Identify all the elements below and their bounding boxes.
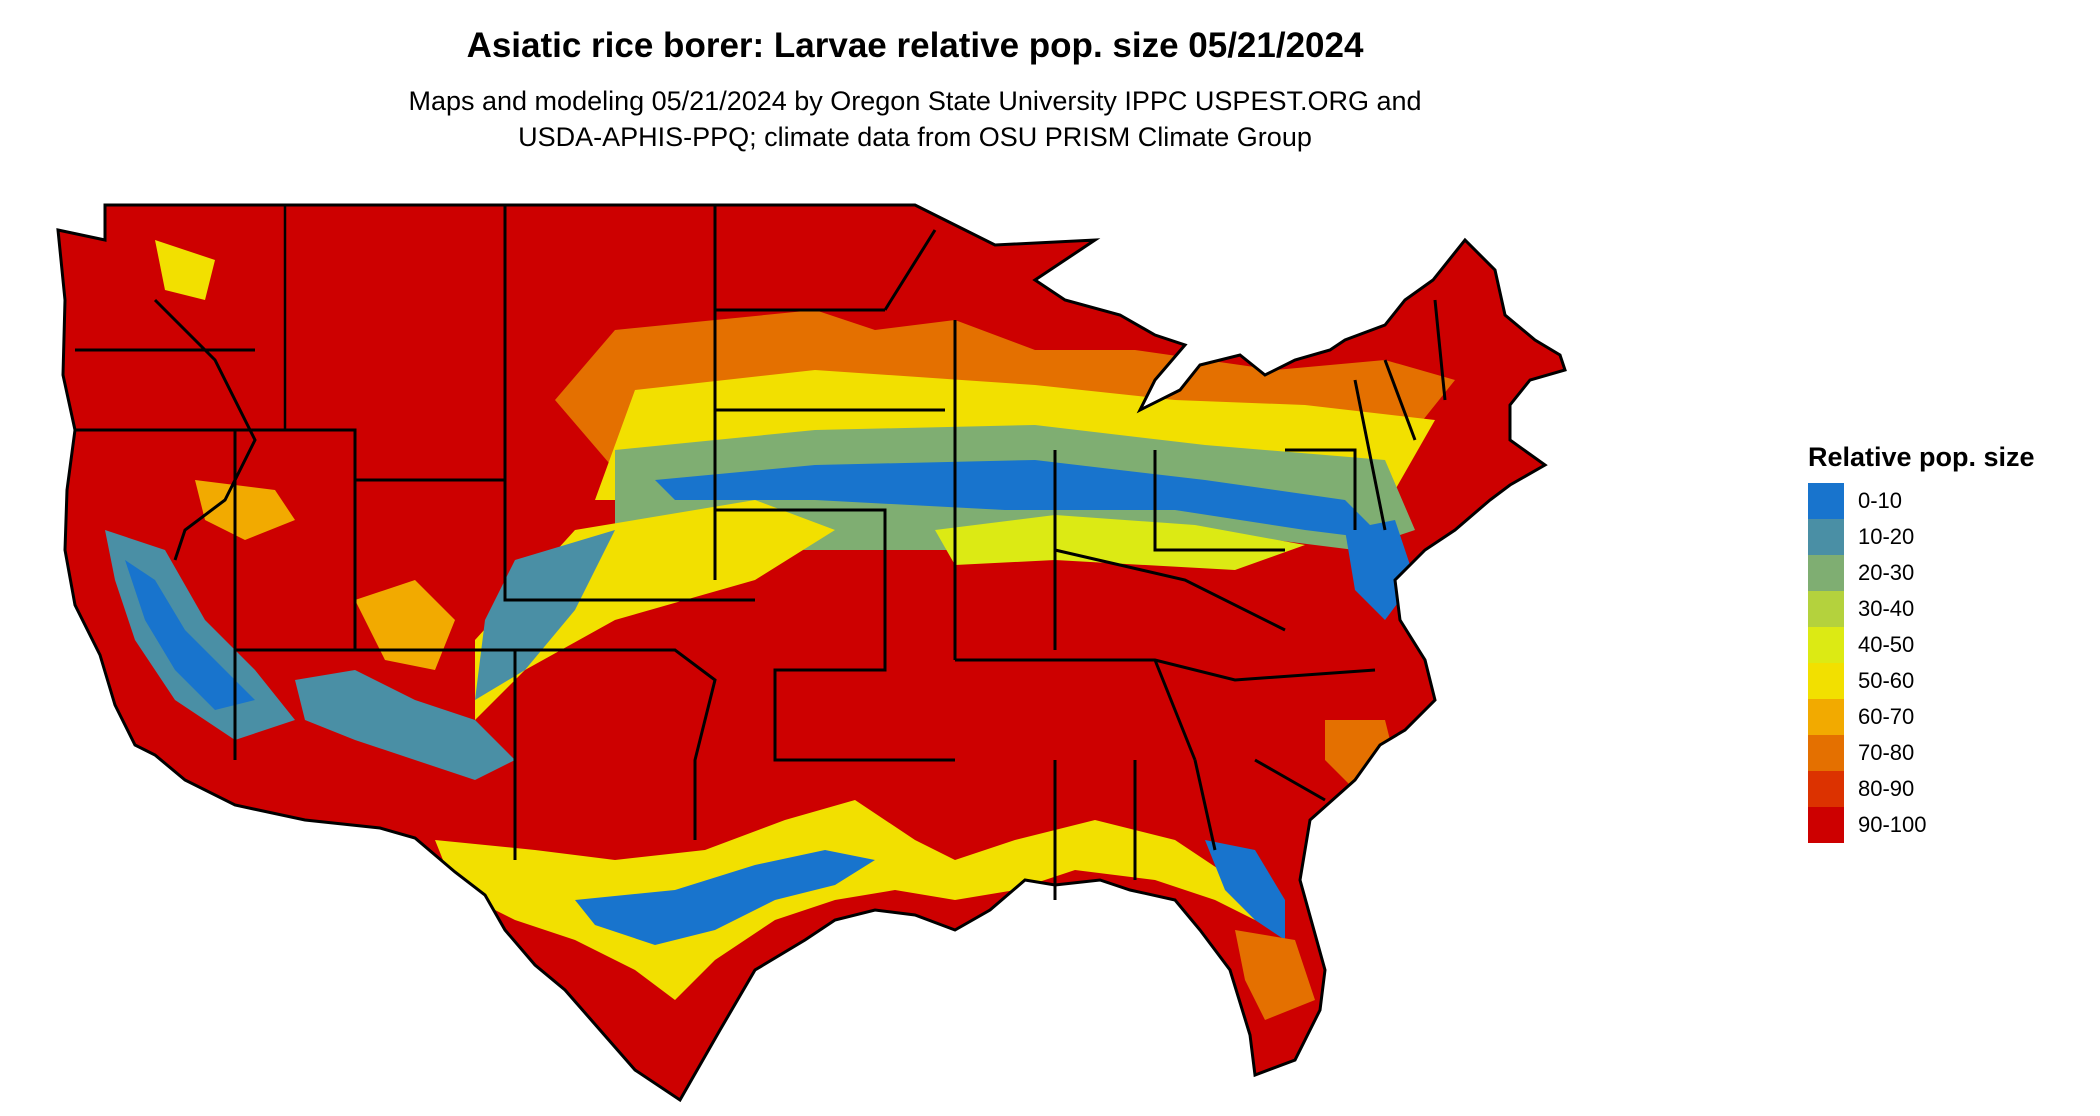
legend-swatch	[1808, 699, 1844, 735]
map-subtitle-line-1: Maps and modeling 05/21/2024 by Oregon S…	[408, 86, 1422, 116]
legend-item: 70-80	[1808, 735, 2035, 771]
legend-label: 10-20	[1858, 524, 1915, 549]
state-boundaries	[56, 203, 1567, 1102]
map-title: Asiatic rice borer: Larvae relative pop.…	[466, 26, 1364, 65]
legend-swatch	[1808, 519, 1844, 555]
legend-item: 60-70	[1808, 699, 2035, 735]
legend-label: 50-60	[1858, 668, 1915, 693]
legend-title: Relative pop. size	[1808, 442, 2035, 472]
legend-item: 30-40	[1808, 591, 2035, 627]
legend-label: 30-40	[1858, 596, 1915, 621]
legend-label: 20-30	[1858, 560, 1915, 585]
legend-label: 60-70	[1858, 704, 1915, 729]
legend-item: 10-20	[1808, 519, 2035, 555]
legend-swatch	[1808, 555, 1844, 591]
population-fill-layer	[58, 205, 1565, 1100]
legend-item: 20-30	[1808, 555, 2035, 591]
legend-swatch	[1808, 735, 1844, 771]
legend-label: 90-100	[1858, 812, 1927, 837]
legend-item: 90-100	[1808, 807, 2035, 843]
legend-label: 0-10	[1858, 488, 1903, 513]
legend-swatch	[1808, 771, 1844, 807]
legend-swatch	[1808, 591, 1844, 627]
legend-item: 0-10	[1808, 483, 2035, 519]
legend-label: 70-80	[1858, 740, 1915, 765]
legend-swatch	[1808, 627, 1844, 663]
legend-swatch	[1808, 807, 1844, 843]
legend-label: 40-50	[1858, 632, 1915, 657]
legend-item: 40-50	[1808, 627, 2035, 663]
map-subtitle-line-2: USDA-APHIS-PPQ; climate data from OSU PR…	[518, 122, 1312, 152]
legend: Relative pop. size 0-10 10-20 20-30 30-40 40…	[1808, 442, 2035, 843]
legend-item: 50-60	[1808, 663, 2035, 699]
legend-label: 80-90	[1858, 776, 1915, 801]
legend-swatch	[1808, 483, 1844, 519]
legend-items: 0-10 10-20 20-30 30-40 40-50 50-60 60-70 70-80 8…	[1808, 483, 2035, 843]
legend-item: 80-90	[1808, 771, 2035, 807]
us-relative-pop-map	[56, 203, 1567, 1102]
legend-swatch	[1808, 663, 1844, 699]
